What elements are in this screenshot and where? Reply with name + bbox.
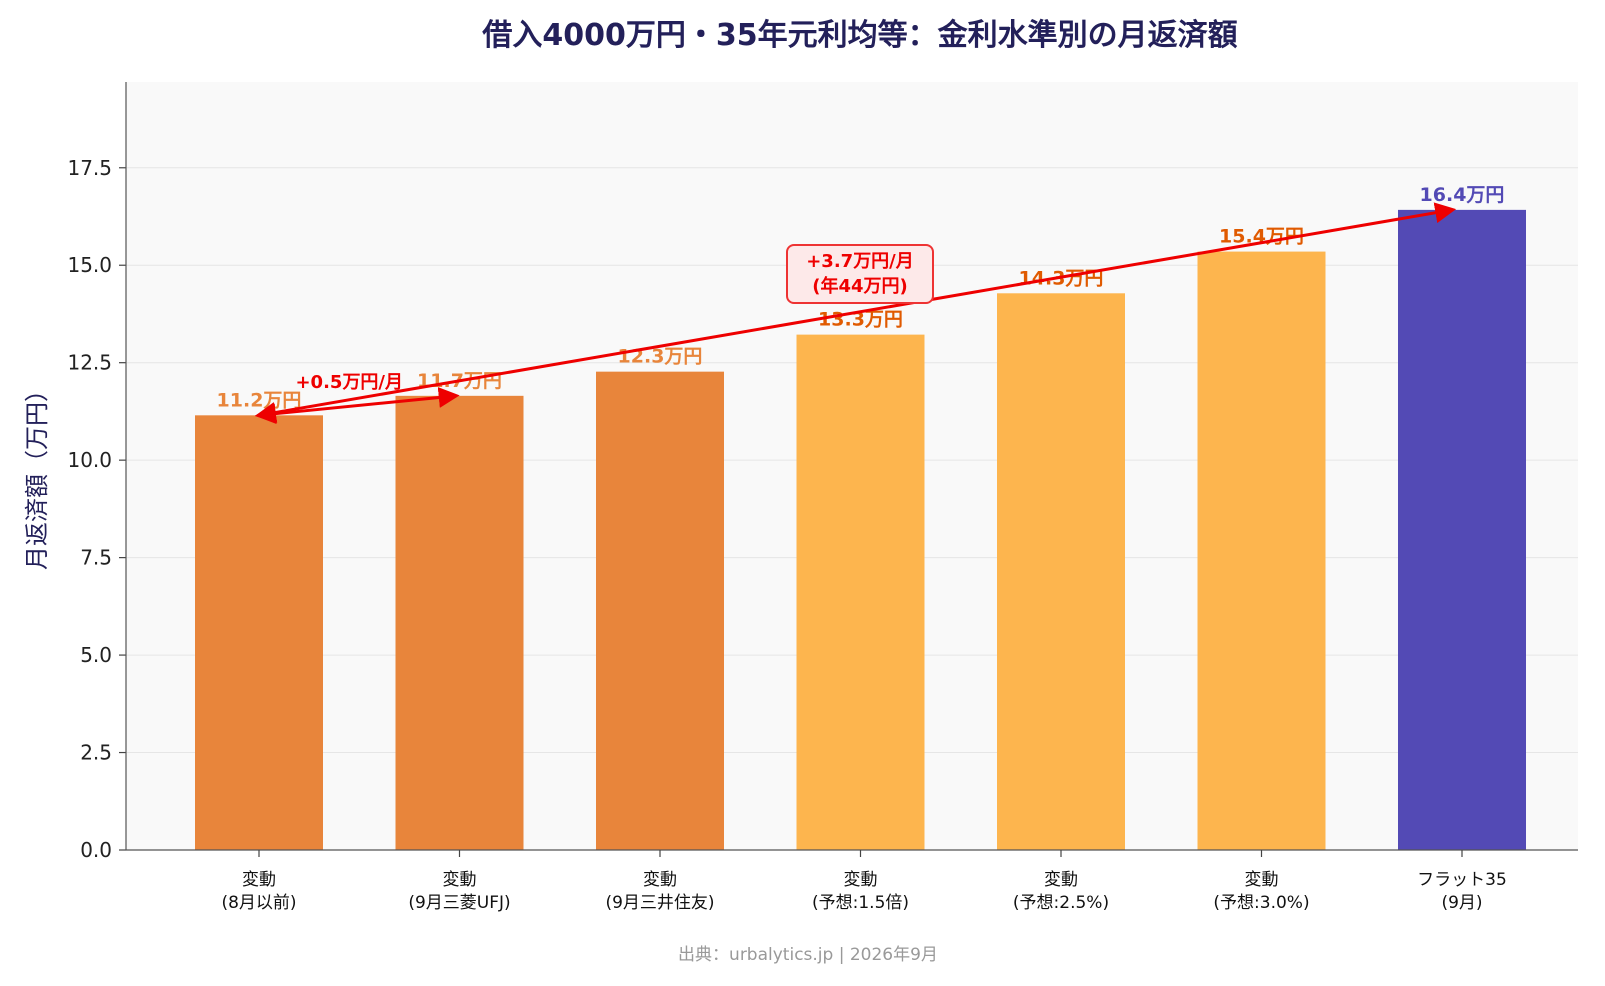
y-tick-label: 7.5: [80, 546, 112, 570]
y-axis-label: 月返済額（万円）: [23, 378, 51, 570]
chart-title: 借入4000万円・35年元利均等：金利水準別の月返済額: [481, 18, 1237, 53]
diff-annotation-small: +0.5万円/月: [295, 372, 403, 393]
x-tick-label: (予想:1.5倍): [812, 893, 909, 913]
x-tick-label: (9月): [1441, 893, 1482, 913]
bar: [796, 334, 925, 850]
x-tick-label: (予想:2.5%): [1013, 893, 1109, 913]
x-tick-label: (9月三井住友): [605, 893, 714, 913]
x-tick-label: 変動: [443, 870, 477, 890]
bar: [997, 293, 1125, 850]
x-tick-label: (8月以前): [221, 893, 296, 913]
y-tick-label: 2.5: [80, 741, 112, 765]
diff-annotation-large: (年44万円): [812, 275, 908, 297]
x-tick-label: 変動: [643, 870, 677, 890]
annotations: +0.5万円/月 +3.7万円/月 (年44万円): [254, 202, 1457, 425]
axes: [119, 82, 1578, 857]
y-tick-label: 17.5: [67, 156, 112, 180]
value-label: 12.3万円: [618, 346, 703, 368]
diff-annotation-box: [786, 244, 934, 304]
diff-annotation-large: +3.7万円/月: [806, 251, 914, 272]
bar: [395, 395, 524, 850]
y-tick-label: 0.0: [80, 838, 112, 862]
y-tick-label: 5.0: [80, 643, 112, 667]
y-tick-labels: 0.0 2.5 5.0 7.5 10.0 12.5 15.0 17.5: [67, 156, 112, 862]
y-tick-label: 10.0: [67, 448, 112, 472]
source-note: 出典：urbalytics.jp | 2026年9月: [678, 945, 938, 965]
x-tick-labels: 変動 (8月以前) 変動 (9月三菱UFJ) 変動 (9月三井住友) 変動 (予想:1.5倍)…: [221, 870, 1506, 913]
y-tick-label: 15.0: [67, 253, 112, 277]
value-label: 11.2万円: [217, 389, 302, 411]
x-tick-label: 変動: [242, 870, 276, 890]
y-tick-label: 12.5: [67, 351, 112, 375]
x-tick-label: 変動: [1245, 870, 1279, 890]
value-label: 16.4万円: [1420, 184, 1505, 206]
bar: [596, 371, 724, 850]
x-tick-label: (予想:3.0%): [1213, 893, 1309, 913]
bar: [1197, 251, 1326, 851]
x-tick-label: 変動: [1044, 870, 1078, 890]
bar: [1398, 209, 1526, 850]
x-tick-label: 変動: [844, 870, 878, 890]
diff-arrow-large: [254, 202, 1457, 423]
bars: [195, 209, 1526, 851]
bar: [195, 415, 323, 850]
x-tick-label: (9月三菱UFJ): [408, 893, 510, 913]
x-tick-label: フラット35: [1417, 870, 1507, 890]
